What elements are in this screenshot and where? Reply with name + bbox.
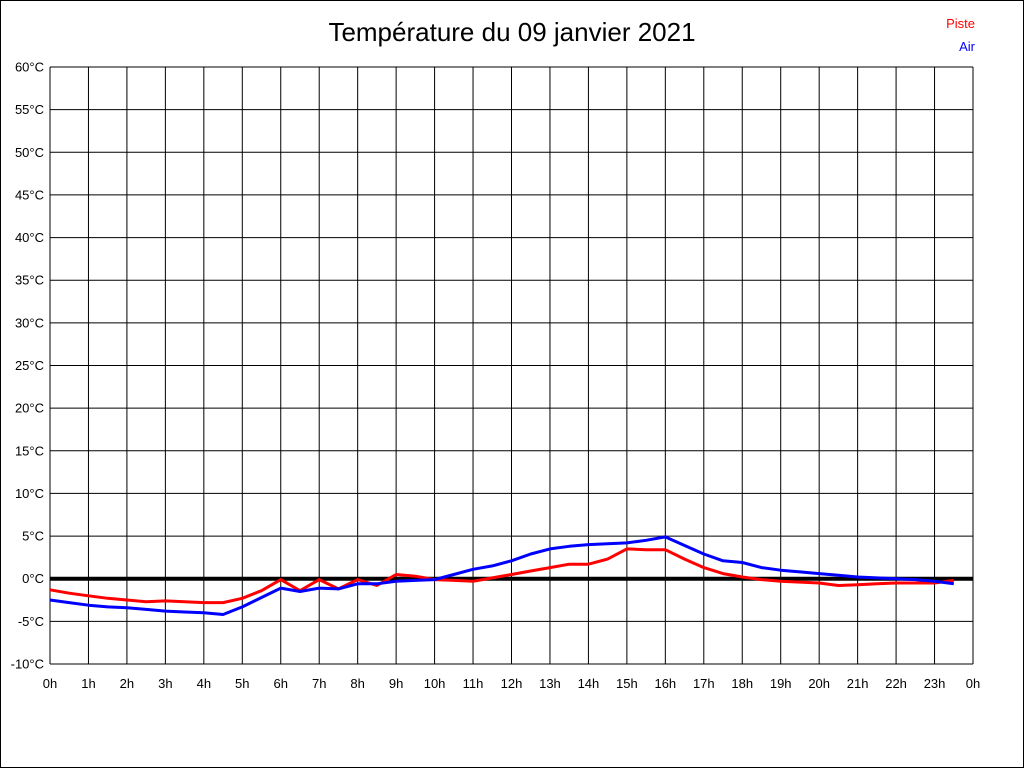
x-tick-label: 10h [424,676,446,691]
x-tick-label: 20h [808,676,830,691]
x-tick-label: 17h [693,676,715,691]
x-tick-label: 4h [197,676,211,691]
x-tick-label: 15h [616,676,638,691]
x-tick-label: 5h [235,676,249,691]
x-tick-label: 11h [463,676,484,691]
x-tick-label: 22h [885,676,907,691]
y-tick-label: 50°C [15,145,44,160]
legend: Piste Air [946,12,975,58]
y-tick-label: 55°C [15,102,44,117]
y-tick-label: 40°C [15,230,44,245]
x-tick-label: 14h [578,676,600,691]
x-tick-label: 0h [966,676,980,691]
x-tick-label: 23h [924,676,946,691]
x-tick-label: 16h [654,676,676,691]
series-line-piste [49,547,955,605]
y-tick-label: 5°C [22,529,44,544]
x-tick-label: 8h [350,676,364,691]
x-tick-label: 2h [120,676,134,691]
x-tick-label: 18h [731,676,753,691]
legend-item-piste: Piste [946,16,975,31]
x-tick-label: 3h [158,676,172,691]
y-tick-label: 10°C [15,486,44,501]
y-tick-label: 20°C [15,401,44,416]
y-tick-label: -5°C [18,614,44,629]
y-tick-label: 30°C [15,315,44,330]
legend-item-air: Air [959,39,975,54]
x-tick-label: 1h [81,676,95,691]
x-tick-label: 21h [847,676,869,691]
x-tick-label: 19h [770,676,792,691]
x-tick-label: 12h [501,676,523,691]
y-tick-label: -10°C [11,657,44,672]
y-tick-label: 35°C [15,273,44,288]
x-tick-label: 0h [43,676,57,691]
y-tick-label: 0°C [22,571,44,586]
x-tick-label: 7h [312,676,326,691]
y-tick-label: 60°C [15,60,44,75]
x-tick-label: 13h [539,676,561,691]
y-tick-label: 45°C [15,187,44,202]
series-line-air [49,535,954,616]
y-tick-label: 15°C [15,443,44,458]
chart-title: Température du 09 janvier 2021 [328,17,696,47]
x-tick-label: 6h [274,676,288,691]
x-tick-label: 9h [389,676,403,691]
y-tick-label: 25°C [15,358,44,373]
